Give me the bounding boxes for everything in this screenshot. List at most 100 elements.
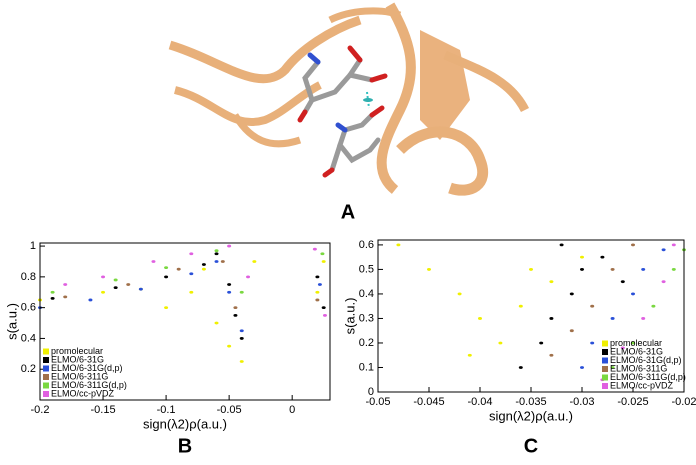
scatter-point: [321, 306, 326, 310]
scatter-point: [239, 337, 244, 340]
x-axis-label: sign(λ2)ρ(a.u.): [489, 408, 573, 423]
scatter-point: [189, 272, 194, 276]
scatter-point: [580, 255, 584, 259]
scatter-point: [631, 292, 635, 296]
scatter-point: [239, 360, 244, 363]
legend-swatch: [43, 382, 49, 389]
scatter-point: [113, 286, 118, 290]
legend-label: ELMO/6-31G: [610, 346, 663, 356]
y-tick-label: 0.4: [21, 332, 36, 344]
y-tick-label: 0.6: [21, 302, 36, 314]
y-tick-label: 0: [368, 386, 374, 398]
legend-label: promolecular: [51, 346, 103, 356]
scatter-point: [189, 252, 194, 256]
scatter-point: [641, 268, 646, 271]
scatter-point: [549, 317, 554, 320]
legend-label: ELMO/cc-pVDZ: [51, 388, 115, 398]
x-tick-label: -0.02: [671, 396, 696, 408]
scatter-point: [50, 290, 55, 294]
scatter-point: [620, 346, 625, 350]
x-tick-label: -0.1: [157, 404, 176, 416]
plot-frame: [39, 242, 331, 401]
legend-swatch: [43, 374, 49, 380]
scatter-point: [322, 313, 327, 317]
scatter-point: [651, 304, 656, 308]
scatter-point: [539, 341, 544, 345]
scatter-point: [101, 290, 106, 294]
scatter-point: [590, 341, 595, 345]
y-axis-label: s(a.u.): [4, 303, 19, 340]
x-axis-label: sign(λ2)ρ(a.u.): [143, 416, 227, 431]
scatter-point: [315, 275, 320, 279]
scatter-point: [164, 266, 169, 270]
scatter-point: [396, 243, 401, 247]
x-tick-label: -0.05: [365, 396, 390, 408]
scatter-point: [518, 366, 523, 369]
scatter-point: [610, 366, 615, 369]
scatter-point: [201, 263, 206, 266]
x-tick-label: -0.045: [413, 396, 444, 408]
scatter-point: [518, 304, 523, 308]
legend-label: ELMO/6-311G: [610, 363, 667, 373]
scatter-point: [620, 280, 625, 284]
scatter-point: [176, 267, 181, 271]
panel-label: A: [341, 201, 355, 223]
scatter-point: [569, 292, 574, 296]
scatter-point: [321, 260, 326, 263]
scatter-point: [239, 290, 244, 294]
legend-label: promolecular: [610, 338, 662, 348]
scatter-point: [227, 244, 232, 248]
scatter-point: [457, 292, 462, 296]
y-tick-label: 0.3: [359, 312, 374, 324]
protein-structure-image: [168, 2, 530, 196]
scatter-point: [189, 290, 194, 294]
scatter-point: [590, 304, 595, 308]
scatter-point: [498, 341, 503, 345]
x-tick-label: -0.035: [515, 396, 546, 408]
scatter-point: [315, 290, 320, 294]
scatter-point: [227, 283, 232, 286]
scatter-point: [478, 317, 482, 320]
scatter-point: [671, 243, 676, 247]
panel-label: B: [178, 435, 192, 457]
scatter-point: [600, 255, 605, 259]
scatter-point: [671, 268, 676, 271]
x-tick-label: -0.025: [617, 396, 648, 408]
scatter-point: [580, 268, 584, 271]
scatter-point: [610, 317, 615, 320]
x-tick-label: -0.2: [31, 404, 50, 416]
scatter-point: [201, 267, 206, 271]
x-tick-label: -0.03: [569, 396, 594, 408]
legend-swatch: [602, 349, 608, 355]
legend-swatch: [43, 348, 49, 355]
scatter-point: [549, 353, 554, 357]
scatter-point: [214, 321, 219, 325]
x-tick-label: -0.04: [467, 396, 492, 408]
x-tick-label: -0.05: [217, 404, 242, 416]
scatter-point: [641, 317, 646, 320]
scatter-point: [227, 344, 232, 348]
scatter-point: [164, 306, 169, 310]
scatter-point: [312, 247, 317, 251]
scatter-point: [233, 313, 238, 317]
scatter-point: [320, 252, 325, 256]
scatter-point: [559, 243, 564, 247]
y-tick-label: 0.6: [359, 239, 374, 251]
panel-label: C: [524, 435, 538, 457]
scatter-point: [631, 341, 635, 345]
scatter-point: [427, 268, 431, 271]
legend-label: ELMO/6-31G: [51, 354, 104, 364]
scatter-point: [63, 295, 68, 299]
scatter-point: [151, 260, 156, 263]
legend-swatch: [602, 340, 608, 347]
scatter-point: [315, 298, 320, 302]
scatter-point: [569, 329, 574, 333]
legend-swatch: [43, 391, 49, 397]
x-tick-label: -0.15: [91, 404, 116, 416]
y-tick-label: 0.4: [359, 288, 374, 300]
scatter-point: [529, 268, 533, 271]
scatter-point: [467, 353, 472, 357]
scatter-point: [233, 306, 238, 310]
scatter-point: [101, 275, 106, 279]
legend-swatch: [602, 357, 608, 364]
